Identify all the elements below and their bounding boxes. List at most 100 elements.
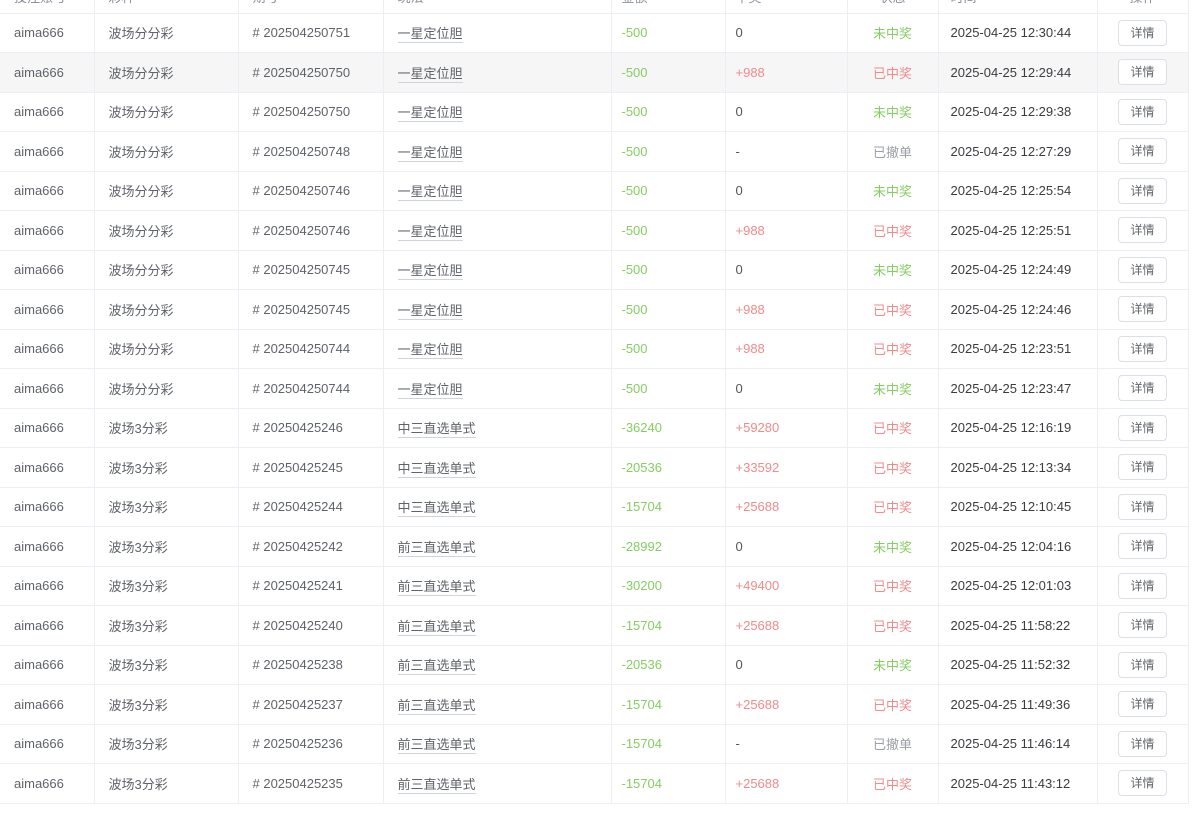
details-button[interactable]: 详情 [1118,59,1167,86]
details-button[interactable]: 详情 [1118,296,1167,323]
amount-cell: -500 [621,64,648,80]
play-type-link[interactable]: 前三直选单式 [397,658,476,676]
win-cell: - [735,736,740,752]
amount-cell: -15704 [621,775,662,791]
play-type-link[interactable]: 一星定位胆 [397,65,463,83]
time-cell: 2025-04-25 11:43:12 [950,775,1071,791]
status-badge: 未中奖 [872,658,912,674]
details-button[interactable]: 详情 [1118,98,1167,125]
play-type-link[interactable]: 前三直选单式 [397,579,476,597]
table-row: aima666 波场3分彩 # 20250425242 前三直选单式 -28992 0 未中… [0,526,1189,567]
table-body: aima666 波场分分彩 # 202504250751 一星定位胆 -500 0 未中奖 2… [0,13,1189,804]
details-button[interactable]: 详情 [1118,217,1167,244]
lottery-cell: 波场分分彩 [108,184,174,200]
play-type-link[interactable]: 中三直选单式 [397,500,476,518]
time-cell: 2025-04-25 12:23:51 [950,341,1072,357]
action-cell: 详情 [1097,52,1189,93]
play-type-link[interactable]: 中三直选单式 [397,421,476,439]
action-cell: 详情 [1097,763,1189,804]
account-cell: aima666 [14,657,64,673]
details-button[interactable]: 详情 [1118,454,1167,481]
details-button[interactable]: 详情 [1118,572,1167,599]
play-type-link[interactable]: 前三直选单式 [397,539,476,557]
account-cell: aima666 [14,183,64,199]
details-button[interactable]: 详情 [1118,138,1167,165]
amount-cell: -15704 [621,736,662,752]
table-row: aima666 波场3分彩 # 20250425236 前三直选单式 -15704 - 已撤… [0,724,1189,764]
column-header-time: 时间 [938,0,1098,14]
column-header-amount: 金额 [611,0,726,14]
time-cell: 2025-04-25 12:29:44 [950,64,1072,80]
details-button[interactable]: 详情 [1118,19,1167,46]
status-badge: 已中奖 [872,302,912,318]
play-type-link[interactable]: 前三直选单式 [397,737,476,755]
details-button[interactable]: 详情 [1118,256,1167,283]
table-header-row: 投注账号彩种期号玩法金额中奖状态时间操作 [0,0,1189,14]
time-cell: 2025-04-25 12:27:29 [950,143,1072,159]
lottery-cell: 波场3分彩 [108,776,168,792]
play-type-link[interactable]: 一星定位胆 [397,223,463,241]
play-type-link[interactable]: 一星定位胆 [397,302,463,320]
lottery-cell: 波场3分彩 [108,421,168,437]
play-type-link[interactable]: 前三直选单式 [397,776,476,794]
amount-cell: -36240 [621,420,662,436]
period-cell: # 20250425245 [252,459,343,475]
account-cell: aima666 [14,64,64,80]
status-badge: 未中奖 [872,381,912,397]
details-button[interactable]: 详情 [1118,612,1167,639]
table-row: aima666 波场3分彩 # 20250425245 中三直选单式 -20536 +33… [0,447,1189,488]
action-cell: 详情 [1097,408,1189,448]
details-button[interactable]: 详情 [1118,651,1167,678]
win-cell: +988 [735,64,765,80]
table-row: aima666 波场分分彩 # 202504250748 一星定位胆 -500 - 已撤单 2… [0,131,1189,172]
play-type-link[interactable]: 一星定位胆 [397,184,463,202]
win-cell: +49400 [735,578,780,594]
status-badge: 已撤单 [872,737,912,753]
status-badge: 已中奖 [872,223,912,239]
lottery-cell: 波场3分彩 [108,658,168,674]
status-badge: 已中奖 [872,65,912,81]
column-header-play: 玩法 [383,0,612,14]
play-type-link[interactable]: 一星定位胆 [397,144,463,162]
play-type-link[interactable]: 一星定位胆 [397,381,463,399]
amount-cell: -30200 [621,578,662,594]
details-button[interactable]: 详情 [1118,493,1167,520]
time-cell: 2025-04-25 11:46:14 [950,736,1071,752]
details-button[interactable]: 详情 [1118,730,1167,757]
win-cell: 0 [735,104,743,120]
details-button[interactable]: 详情 [1118,177,1167,204]
action-cell: 详情 [1097,724,1189,764]
action-cell: 详情 [1097,566,1189,606]
action-cell: 详情 [1097,171,1189,211]
column-header-status: 状态 [847,0,939,14]
table-row: aima666 波场分分彩 # 202504250750 一星定位胆 -500 +988 已… [0,52,1189,93]
period-cell: # 202504250745 [252,301,351,317]
time-cell: 2025-04-25 12:29:38 [950,104,1072,120]
play-type-link[interactable]: 中三直选单式 [397,460,476,478]
win-cell: 0 [735,25,743,41]
details-button[interactable]: 详情 [1118,770,1167,797]
amount-cell: -20536 [621,657,662,673]
amount-cell: -500 [621,380,648,396]
lottery-cell: 波场分分彩 [108,144,174,160]
play-type-link[interactable]: 一星定位胆 [397,105,463,123]
play-type-link[interactable]: 一星定位胆 [397,342,463,360]
table-row: aima666 波场3分彩 # 20250425238 前三直选单式 -20536 0 未中… [0,645,1189,685]
play-type-link[interactable]: 一星定位胆 [397,263,463,281]
details-button[interactable]: 详情 [1118,414,1167,441]
play-type-link[interactable]: 前三直选单式 [397,618,476,636]
amount-cell: -500 [621,143,648,159]
period-cell: # 20250425244 [252,499,343,515]
amount-cell: -15704 [621,617,662,633]
status-badge: 已中奖 [872,579,912,595]
details-button[interactable]: 详情 [1118,335,1167,362]
time-cell: 2025-04-25 11:58:22 [950,617,1071,633]
account-cell: aima666 [14,775,64,791]
period-cell: # 20250425237 [252,696,343,712]
details-button[interactable]: 详情 [1118,533,1167,560]
details-button[interactable]: 详情 [1118,375,1167,402]
period-cell: # 202504250751 [252,25,351,41]
details-button[interactable]: 详情 [1118,691,1167,718]
play-type-link[interactable]: 一星定位胆 [397,26,463,44]
play-type-link[interactable]: 前三直选单式 [397,697,476,715]
